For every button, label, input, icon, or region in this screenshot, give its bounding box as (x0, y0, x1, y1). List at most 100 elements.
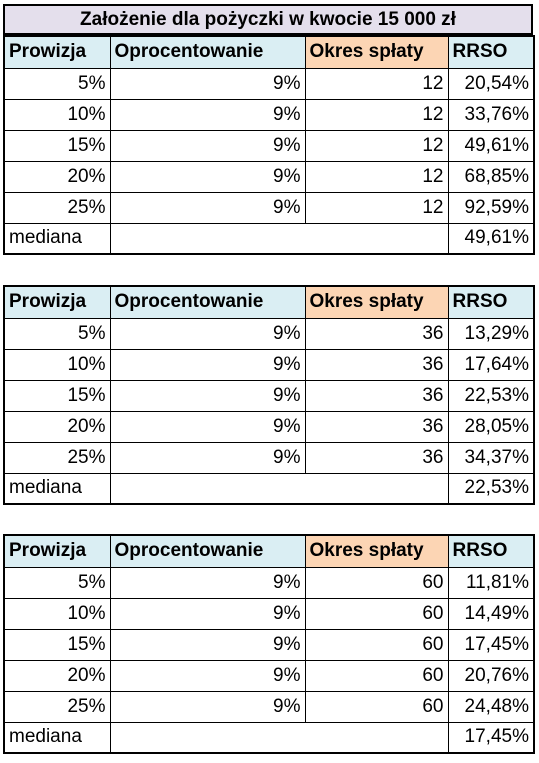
cell-rrso: 20,54% (447, 67, 535, 100)
cell-prowizja: 5% (3, 317, 111, 350)
cell-oprocentowanie: 9% (109, 659, 306, 692)
table-row: 5% 9% 60 11,81% (3, 566, 535, 599)
median-empty-cell (109, 222, 449, 255)
cell-oprocentowanie: 9% (109, 317, 306, 350)
cell-okres: 12 (304, 191, 449, 224)
cell-oprocentowanie: 9% (109, 690, 306, 723)
cell-rrso: 22,53% (447, 379, 535, 412)
table-row: 25% 9% 12 92,59% (3, 191, 535, 224)
cell-prowizja: 10% (3, 348, 111, 381)
cell-okres: 60 (304, 597, 449, 630)
header-row: Prowizja Oprocentowanie Okres spłaty RRS… (3, 534, 535, 568)
table-row: 15% 9% 36 22,53% (3, 379, 535, 412)
cell-oprocentowanie: 9% (109, 129, 306, 162)
cell-rrso: 33,76% (447, 98, 535, 131)
median-label: mediana (3, 721, 111, 754)
header-prowizja: Prowizja (3, 285, 111, 319)
cell-rrso: 49,61% (447, 129, 535, 162)
table-row: 5% 9% 12 20,54% (3, 67, 535, 100)
cell-okres: 12 (304, 160, 449, 193)
header-rrso: RRSO (447, 534, 535, 568)
cell-oprocentowanie: 9% (109, 410, 306, 443)
cell-oprocentowanie: 9% (109, 348, 306, 381)
cell-prowizja: 20% (3, 160, 111, 193)
header-row: Prowizja Oprocentowanie Okres spłaty RRS… (3, 35, 535, 69)
cell-oprocentowanie: 9% (109, 597, 306, 630)
table-row: 25% 9% 60 24,48% (3, 690, 535, 723)
cell-oprocentowanie: 9% (109, 191, 306, 224)
cell-prowizja: 10% (3, 98, 111, 131)
median-value: 22,53% (447, 472, 535, 505)
cell-okres: 60 (304, 690, 449, 723)
rrso-table-12: Prowizja Oprocentowanie Okres spłaty RRS… (3, 35, 535, 255)
rrso-table-60: Prowizja Oprocentowanie Okres spłaty RRS… (3, 534, 535, 754)
cell-rrso: 92,59% (447, 191, 535, 224)
cell-rrso: 17,45% (447, 628, 535, 661)
median-empty-cell (109, 472, 449, 505)
cell-okres: 36 (304, 348, 449, 381)
table-row: 15% 9% 60 17,45% (3, 628, 535, 661)
cell-prowizja: 25% (3, 191, 111, 224)
cell-prowizja: 5% (3, 67, 111, 100)
cell-okres: 60 (304, 659, 449, 692)
cell-prowizja: 15% (3, 379, 111, 412)
cell-prowizja: 25% (3, 441, 111, 474)
median-label: mediana (3, 222, 111, 255)
cell-okres: 60 (304, 628, 449, 661)
median-value: 17,45% (447, 721, 535, 754)
cell-rrso: 11,81% (447, 566, 535, 599)
cell-oprocentowanie: 9% (109, 379, 306, 412)
cell-prowizja: 5% (3, 566, 111, 599)
cell-oprocentowanie: 9% (109, 628, 306, 661)
table-row: 25% 9% 36 34,37% (3, 441, 535, 474)
cell-oprocentowanie: 9% (109, 98, 306, 131)
cell-rrso: 68,85% (447, 160, 535, 193)
header-okres-splaty: Okres spłaty (304, 35, 449, 69)
cell-rrso: 34,37% (447, 441, 535, 474)
table-row: 5% 9% 36 13,29% (3, 317, 535, 350)
cell-rrso: 20,76% (447, 659, 535, 692)
cell-prowizja: 15% (3, 628, 111, 661)
cell-prowizja: 20% (3, 410, 111, 443)
header-prowizja: Prowizja (3, 534, 111, 568)
cell-oprocentowanie: 9% (109, 160, 306, 193)
cell-rrso: 13,29% (447, 317, 535, 350)
median-row: mediana 22,53% (3, 472, 535, 505)
median-row: mediana 49,61% (3, 222, 535, 255)
header-oprocentowanie: Oprocentowanie (109, 285, 306, 319)
cell-rrso: 24,48% (447, 690, 535, 723)
header-prowizja: Prowizja (3, 35, 111, 69)
cell-rrso: 17,64% (447, 348, 535, 381)
header-row: Prowizja Oprocentowanie Okres spłaty RRS… (3, 285, 535, 319)
table-row: 10% 9% 12 33,76% (3, 98, 535, 131)
table-row: 20% 9% 60 20,76% (3, 659, 535, 692)
cell-prowizja: 25% (3, 690, 111, 723)
cell-prowizja: 20% (3, 659, 111, 692)
cell-prowizja: 10% (3, 597, 111, 630)
cell-oprocentowanie: 9% (109, 566, 306, 599)
cell-okres: 36 (304, 441, 449, 474)
cell-okres: 12 (304, 98, 449, 131)
header-oprocentowanie: Oprocentowanie (109, 534, 306, 568)
cell-okres: 36 (304, 410, 449, 443)
header-okres-splaty: Okres spłaty (304, 285, 449, 319)
cell-rrso: 14,49% (447, 597, 535, 630)
cell-prowizja: 15% (3, 129, 111, 162)
loan-assumption-title: Założenie dla pożyczki w kwocie 15 000 z… (3, 4, 533, 35)
cell-okres: 36 (304, 379, 449, 412)
rrso-table-36: Prowizja Oprocentowanie Okres spłaty RRS… (3, 285, 535, 505)
table-row: 10% 9% 36 17,64% (3, 348, 535, 381)
table-row: 10% 9% 60 14,49% (3, 597, 535, 630)
median-row: mediana 17,45% (3, 721, 535, 754)
cell-okres: 12 (304, 129, 449, 162)
median-value: 49,61% (447, 222, 535, 255)
median-label: mediana (3, 472, 111, 505)
cell-okres: 12 (304, 67, 449, 100)
cell-oprocentowanie: 9% (109, 441, 306, 474)
table-row: 15% 9% 12 49,61% (3, 129, 535, 162)
header-rrso: RRSO (447, 35, 535, 69)
table-row: 20% 9% 12 68,85% (3, 160, 535, 193)
header-okres-splaty: Okres spłaty (304, 534, 449, 568)
table-row: 20% 9% 36 28,05% (3, 410, 535, 443)
cell-oprocentowanie: 9% (109, 67, 306, 100)
